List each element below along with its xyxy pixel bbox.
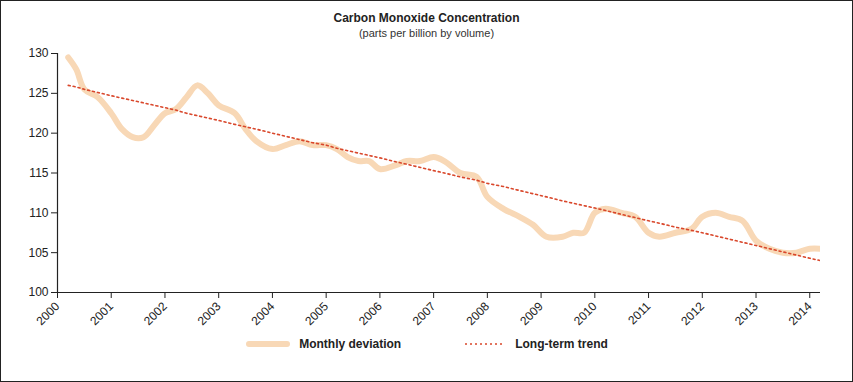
svg-text:110: 110 (29, 206, 48, 220)
html-text:Long-term trend: Long-term trend (515, 337, 608, 351)
svg-text:2000: 2000 (34, 299, 63, 328)
svg-text:100: 100 (28, 285, 48, 299)
svg-text:2009: 2009 (517, 299, 546, 328)
svg-text:2007: 2007 (410, 299, 439, 328)
svg-text:2013: 2013 (732, 299, 761, 328)
svg-text:2012: 2012 (678, 299, 707, 328)
svg-text:115: 115 (29, 166, 48, 180)
svg-text:2004: 2004 (248, 299, 277, 328)
html-text:Carbon Monoxide Concentration: Carbon Monoxide Concentration (333, 11, 520, 25)
svg-text:2008: 2008 (463, 299, 492, 328)
svg-text:2003: 2003 (195, 299, 224, 328)
svg-text:2001: 2001 (87, 299, 116, 328)
html-text:(parts per billion by volume): (parts per billion by volume) (358, 27, 495, 39)
svg-text:125: 125 (28, 86, 48, 100)
svg-text:105: 105 (28, 246, 48, 260)
svg-text:120: 120 (28, 126, 48, 140)
html-text:Monthly deviation: Monthly deviation (299, 337, 402, 351)
svg-text:2010: 2010 (571, 299, 600, 328)
svg-text:2014: 2014 (786, 299, 815, 328)
svg-text:2011: 2011 (625, 299, 653, 327)
svg-text:130: 130 (28, 46, 48, 60)
svg-text:2006: 2006 (356, 299, 385, 328)
svg-text:2002: 2002 (141, 299, 170, 328)
svg-text:2005: 2005 (302, 299, 331, 328)
